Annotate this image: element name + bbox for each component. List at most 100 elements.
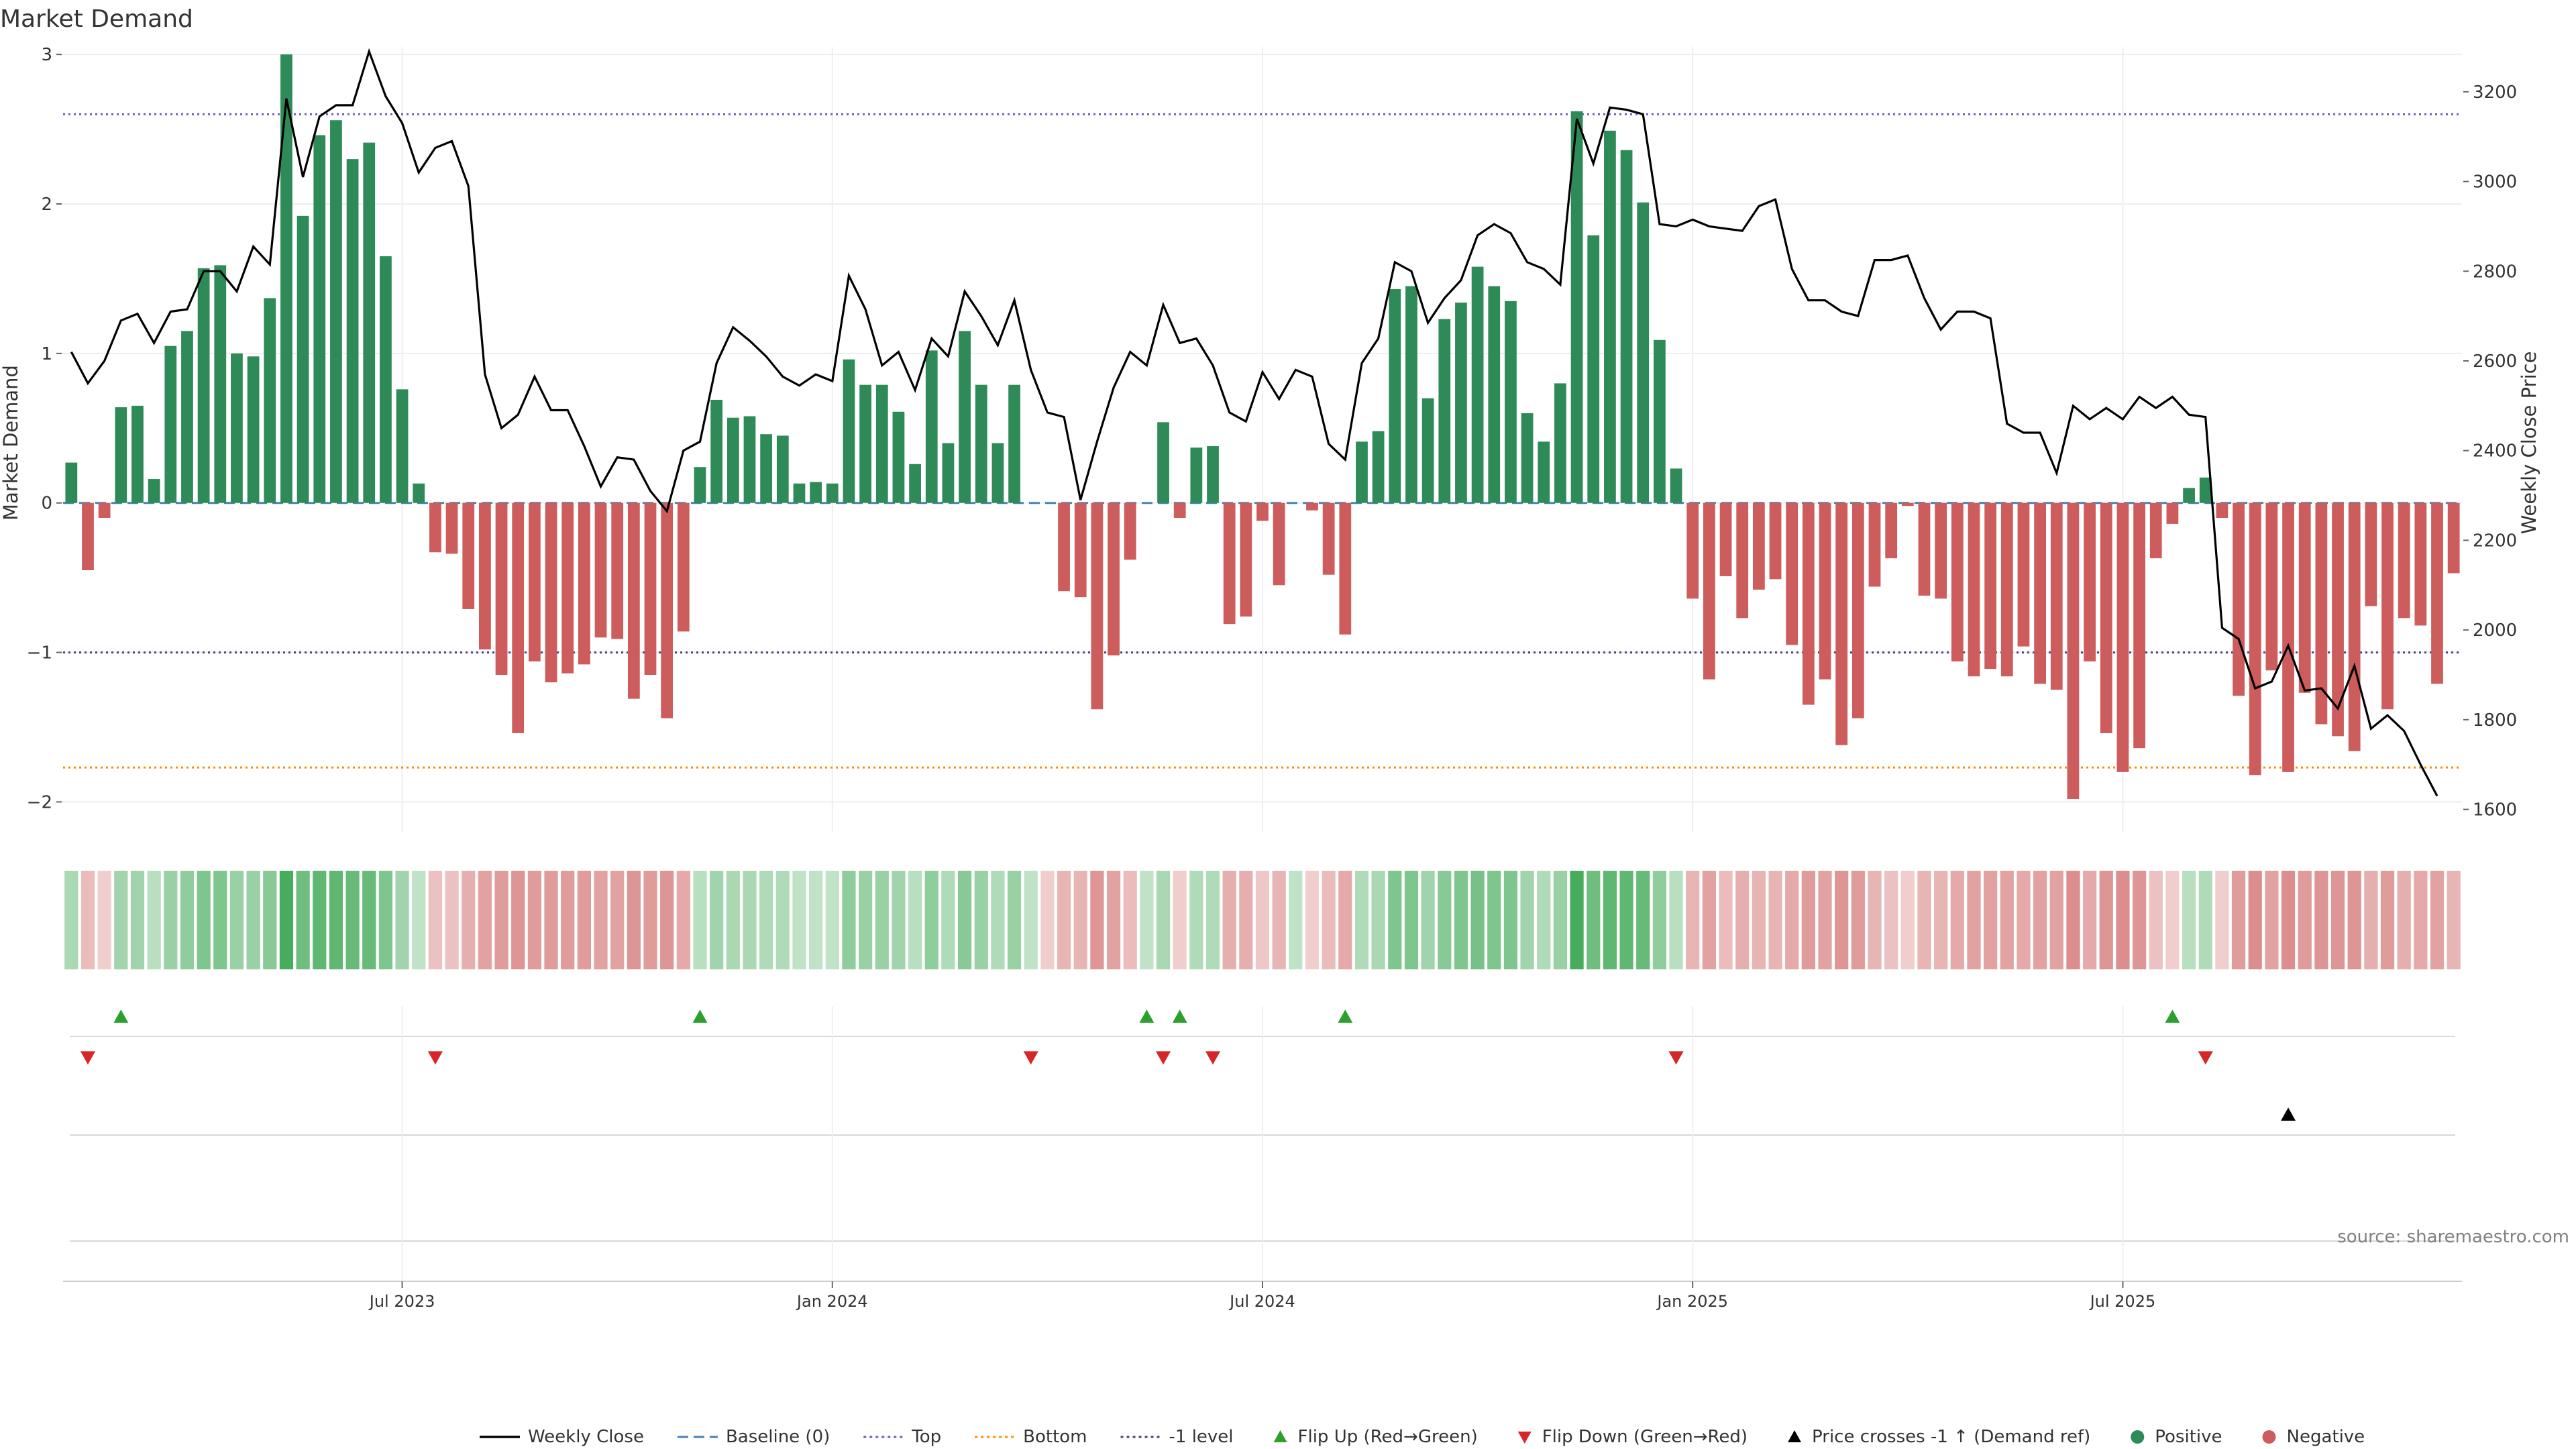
heat-cell [775,871,790,969]
heat-cell [2116,871,2130,969]
xtick-label: Jan 2024 [796,1292,868,1311]
demand-bar [578,502,590,665]
demand-bar [859,384,871,503]
heat-cell [1289,871,1303,969]
ytick-label: 3 [41,45,52,65]
demand-bar [1819,502,1831,680]
heat-cell [759,871,773,969]
heat-cell [1404,871,1419,969]
y2tick-label: 2000 [2473,621,2517,641]
heat-cell [1487,871,1501,969]
heat-cell [1322,871,1336,969]
flip-up-marker [2165,1010,2180,1023]
heat-cell [809,871,823,969]
demand-bar [1786,502,1799,645]
heat-cell [478,871,492,969]
demand-bar [2249,502,2261,775]
demand-bar [959,331,971,503]
heat-cell [1438,871,1452,969]
flip-down-marker [1205,1051,1221,1065]
demand-bar [2067,502,2080,799]
demand-bar [1471,266,1484,503]
demand-bar [561,502,574,674]
heat-cell [445,871,459,969]
demand-bar [495,502,508,675]
heat-cell [892,871,906,969]
ytick-label: 2 [41,195,52,215]
heat-cell [1388,871,1402,969]
weekly-close-line [70,48,2438,797]
demand-bar [1885,502,1898,559]
demand-bar [1223,502,1236,625]
heat-cell [842,871,856,969]
demand-bar [1868,502,1881,587]
demand-bar [1058,502,1070,592]
legend-triangle-down-icon [1517,1432,1532,1444]
y2tick-label: 3200 [2473,83,2517,103]
event-panel [63,1006,2462,1282]
heat-cell [792,871,806,969]
chart-title: Market Demand [0,5,193,33]
heat-cell [428,871,443,969]
heat-cell [2281,871,2296,969]
heat-cell [1967,871,1981,969]
legend-item: Top [863,1427,941,1447]
legend-item: Negative [2262,1427,2365,1447]
demand-bar [330,120,342,503]
heat-cell [197,871,211,969]
legend-label: Top [911,1427,941,1447]
heat-cell [1818,871,1832,969]
heat-cell [1470,871,1485,969]
legend-label: Bottom [1023,1427,1087,1447]
heat-cell [2132,871,2147,969]
demand-bar [148,479,160,503]
heat-cell [1454,871,1468,969]
demand-bar [197,268,210,503]
heat-cell [1222,871,1236,969]
heat-cell [1619,871,1633,969]
demand-bar [2100,502,2112,733]
demand-bar [512,502,525,733]
heat-cell [263,871,277,969]
demand-bar [1207,446,1219,503]
demand-bar [975,384,987,503]
legend-dot-icon [2131,1430,2145,1444]
demand-bar [793,483,806,503]
demand-bar [1405,286,1417,503]
heat-cell [1503,871,1518,969]
heat-cell [313,871,327,969]
y2tick-label: 2400 [2473,441,2517,462]
heat-cell [2049,871,2063,969]
demand-bar [2265,502,2278,671]
heat-cell [2017,871,2031,969]
demand-bar [1968,502,1980,677]
demand-bar [264,298,276,503]
demand-bar [843,359,855,503]
demand-bar [710,399,723,503]
legend-item: Flip Down (Green→Red) [1517,1427,1748,1447]
price-cross-marker [2281,1108,2296,1121]
demand-bar [1703,502,1715,680]
demand-bar [2315,502,2328,724]
demand-bar [1240,502,1252,617]
heat-cell [2397,871,2411,969]
demand-bar [1157,422,1169,503]
demand-bar [2116,502,2129,772]
heat-cell [1917,871,1931,969]
demand-bar [991,443,1004,503]
legend-item: Flip Up (Red→Green) [1273,1427,1478,1447]
legend-item: Bottom [975,1427,1087,1447]
demand-bar [1339,502,1352,635]
heat-cell [1156,871,1171,969]
flip-down-marker [2198,1051,2213,1065]
demand-bar [1505,301,1517,503]
right-axis-label: Weekly Close Price [2518,352,2540,535]
heat-cell [1570,871,1584,969]
heat-cell [2298,871,2312,969]
heat-cell [1024,871,1038,969]
heat-cell [1652,871,1667,969]
demand-bar [1521,413,1534,503]
heat-cell [991,871,1005,969]
heat-cell [1305,871,1320,969]
